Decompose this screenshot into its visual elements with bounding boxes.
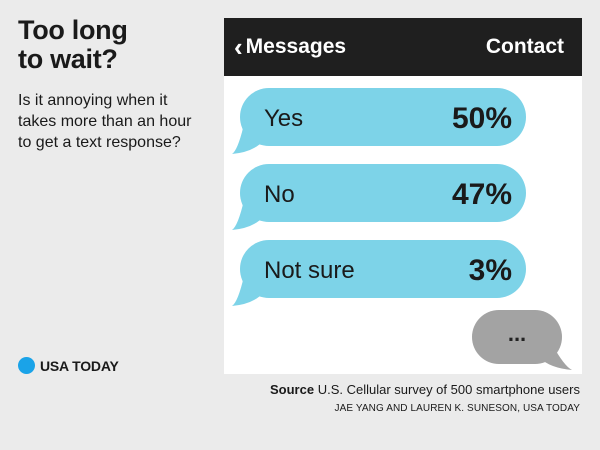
title-line-1: Too long <box>18 15 128 45</box>
message-bubble: Not sure 3% <box>232 240 526 306</box>
phone-screen: ‹ Messages Contact Yes 50% No 47% Not sure 3%… <box>224 18 582 374</box>
bubble-tail <box>232 276 264 306</box>
survey-question: Is it annoying when it takes more than a… <box>18 92 192 151</box>
category-label: Not sure <box>264 257 355 284</box>
bubble-bar <box>240 240 526 298</box>
credit-line: JAE YANG AND LAUREN K. SUNESON, USA TODA… <box>334 403 580 414</box>
value-label: 47% <box>452 178 512 211</box>
bubble-tail <box>232 124 264 154</box>
chevron-left-icon: ‹ <box>234 32 243 62</box>
brand-dot-icon <box>18 357 35 374</box>
contact-link[interactable]: Contact <box>485 35 564 58</box>
typing-bubble-body <box>472 310 562 364</box>
messages-header: ‹ Messages Contact <box>224 18 582 76</box>
header-title: Messages <box>245 35 347 58</box>
value-label: 50% <box>452 102 512 135</box>
back-button[interactable]: ‹ Messages <box>234 34 346 60</box>
source-label: Source <box>270 382 315 397</box>
bubble-tail <box>232 200 264 230</box>
source-text: U.S. Cellular survey of 500 smartphone u… <box>317 382 580 397</box>
bubble-chart: Yes 50% No 47% Not sure 3%... <box>232 88 572 370</box>
message-bubble: No 47% <box>232 164 526 230</box>
chart-title: Too long to wait? <box>18 16 128 74</box>
typing-indicator-bubble: ... <box>472 310 572 370</box>
category-label: Yes <box>264 105 303 132</box>
category-label: No <box>264 181 295 208</box>
value-label: 3% <box>469 254 512 287</box>
brand-name: USA TODAY <box>40 357 119 374</box>
typing-dots: ... <box>508 321 526 346</box>
bubble-bar <box>240 164 526 222</box>
message-bubble: Yes 50% <box>232 88 526 154</box>
source-note: Source U.S. Cellular survey of 500 smart… <box>270 382 580 397</box>
brand-logo: USA TODAY <box>18 357 119 374</box>
title-line-2: to wait? <box>18 44 118 74</box>
bubble-bar <box>240 88 526 146</box>
